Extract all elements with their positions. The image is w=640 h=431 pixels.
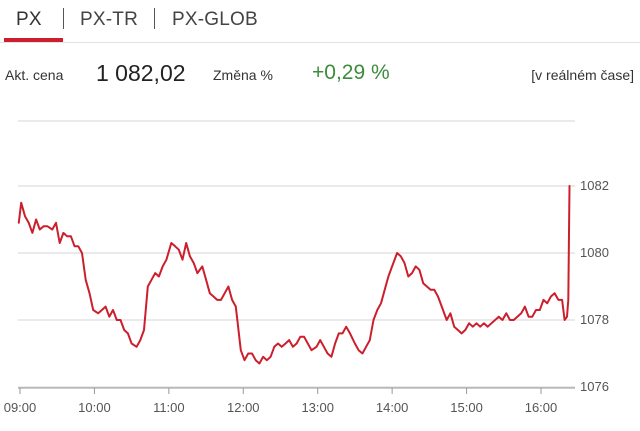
quote-info-bar: Akt. cena 1 082,02 Změna % +0,29 % [v re… xyxy=(0,60,640,90)
realtime-indicator: [v reálném čase] xyxy=(531,67,634,83)
price-label: Akt. cena xyxy=(5,67,64,83)
change-label: Změna % xyxy=(213,67,273,83)
series-line xyxy=(17,185,571,365)
active-tab-indicator xyxy=(4,38,63,42)
tab-px-tr[interactable]: PX-TR xyxy=(80,9,138,30)
chart-series xyxy=(17,185,571,365)
x-tick-label: 15:00 xyxy=(450,400,483,415)
tab-separator xyxy=(154,8,155,29)
change-value: +0,29 % xyxy=(312,61,390,84)
x-tick-label: 11:00 xyxy=(153,400,185,415)
x-tick-label: 09:00 xyxy=(4,400,37,415)
tab-px[interactable]: PX xyxy=(16,9,42,30)
x-tick-label: 12:00 xyxy=(227,400,260,415)
tab-separator xyxy=(63,8,64,29)
y-tick-label: 1078 xyxy=(580,312,609,327)
x-axis: 09:00 10:00 11:00 12:00 13:00 14:00 15:00 16:00 xyxy=(4,387,575,415)
y-tick-label: 1076 xyxy=(580,379,609,394)
y-tick-label: 1082 xyxy=(580,178,609,193)
index-tabs: PX PX-TR PX-GLOB xyxy=(0,0,640,43)
x-tick-label: 14:00 xyxy=(376,400,409,415)
tab-px-glob[interactable]: PX-GLOB xyxy=(172,9,258,30)
chart-grid xyxy=(18,120,575,388)
x-tick-label: 10:00 xyxy=(78,400,111,415)
price-value: 1 082,02 xyxy=(96,60,186,86)
x-tick-label: 16:00 xyxy=(525,400,558,415)
y-tick-label: 1080 xyxy=(580,245,609,260)
x-tick-label: 13:00 xyxy=(301,400,334,415)
y-axis: 1076 1078 1080 1082 xyxy=(580,178,609,394)
